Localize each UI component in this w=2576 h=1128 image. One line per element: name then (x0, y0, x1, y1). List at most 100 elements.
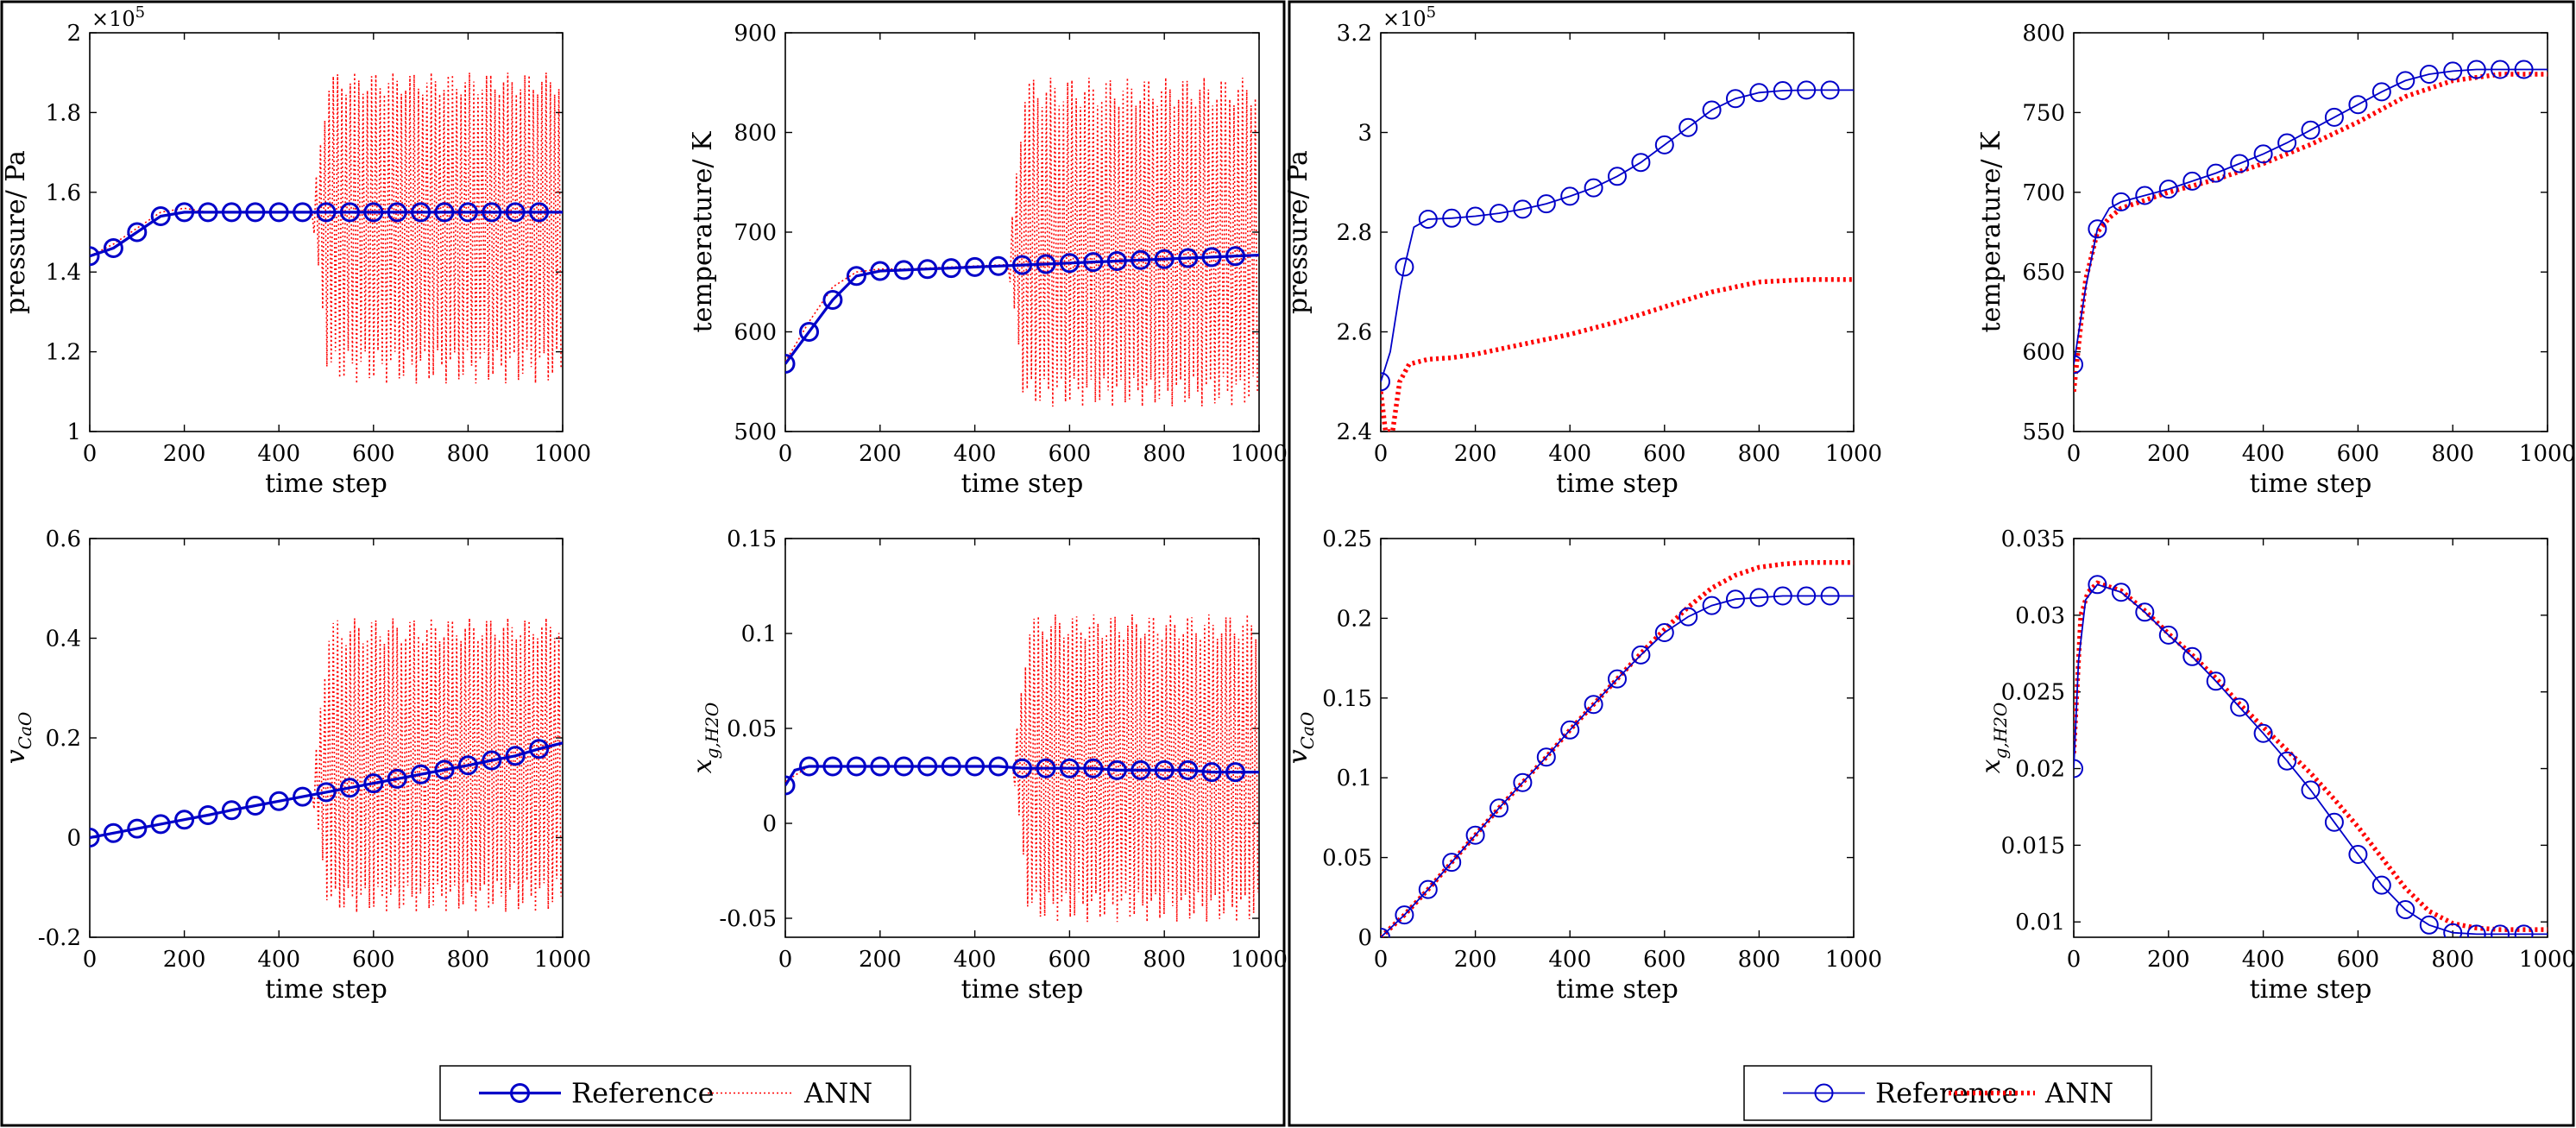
reference-marker (1654, 623, 1674, 642)
reference-marker (457, 202, 478, 223)
y-tick-label: 0.01 (2015, 910, 2065, 936)
x-tick-label: 600 (2337, 947, 2380, 973)
reference-marker (1418, 210, 1438, 229)
legend-reference-label: Reference (571, 1077, 715, 1110)
reference-marker (505, 746, 526, 766)
x-tick-label: 600 (1643, 441, 1686, 467)
x-tick-label: 800 (447, 947, 490, 973)
reference-marker (822, 290, 843, 310)
reference-marker (1773, 81, 1792, 100)
reference-marker (1608, 669, 1627, 689)
reference-marker (1773, 586, 1792, 606)
reference-marker (2514, 924, 2534, 937)
reference-marker (941, 756, 961, 777)
reference-marker (2371, 82, 2391, 102)
y-axis-label-group: xg,H2O (688, 703, 722, 774)
reference-marker (411, 202, 431, 223)
y-tick-label: 800 (734, 121, 777, 147)
y-tick-label: 600 (2022, 340, 2065, 366)
reference-marker (1490, 798, 1508, 818)
reference-marker (2443, 923, 2463, 937)
reference-marker (2111, 583, 2131, 602)
reference-marker (505, 202, 526, 223)
x-tick-label: 0 (83, 947, 98, 973)
x-axis-label: time step (1556, 469, 1678, 499)
x-tick-label: 1000 (1825, 441, 1882, 467)
plot-area (1381, 80, 1854, 432)
legends: Reference ANN Reference ANN (439, 1065, 2152, 1121)
y-axis-label-group: pressure/ Pa (1283, 150, 1313, 314)
reference-marker (1631, 153, 1651, 173)
y-axis-label: xg,H2O (688, 703, 722, 774)
x-axis-label: time step (265, 974, 387, 1005)
y-tick-label: 0 (762, 811, 777, 837)
y-tick-label: 0.6 (46, 526, 81, 552)
reference-marker (1012, 758, 1032, 778)
reference-marker (174, 202, 195, 223)
reference-marker (198, 202, 218, 223)
reference-marker (1178, 248, 1199, 268)
reference-marker (2088, 575, 2107, 595)
reference-marker (150, 206, 171, 226)
subplot-5: 0 200 400 600 800 1000 2.4 2.6 2.8 3 3.2 time step p… (1283, 3, 1882, 499)
y-axis-label: vCaO (1283, 712, 1318, 765)
reference-marker (2348, 95, 2368, 115)
y-tick-label: 500 (734, 419, 777, 445)
reference-marker (363, 773, 384, 794)
x-tick-label: 200 (163, 441, 206, 467)
reference-marker (2111, 192, 2131, 211)
x-tick-label: 0 (2067, 441, 2082, 467)
reference-marker (2348, 845, 2368, 864)
axes-box (784, 538, 1260, 938)
legend-ann-label: ANN (2044, 1077, 2113, 1110)
reference-marker (1726, 89, 1745, 109)
x-tick-label: 800 (1143, 947, 1186, 973)
y-tick-label: 1 (66, 419, 81, 445)
reference-marker (103, 822, 123, 843)
plot-area (90, 618, 563, 913)
y-axis-label-group: temperature/ K (1976, 131, 2006, 333)
legend-reference-marker (1814, 1083, 1834, 1103)
y-axis-label: temperature/ K (1976, 131, 2006, 333)
y-axis-label-subscript: g,H2O (702, 703, 722, 759)
y-axis-label-group: vCaO (1283, 712, 1318, 765)
x-axis-label: time step (961, 469, 1084, 499)
reference-marker (1702, 596, 1722, 615)
reference-marker (917, 259, 938, 280)
reference-marker (2419, 65, 2439, 84)
axes-box (2073, 32, 2548, 432)
reference-marker (482, 202, 502, 223)
reference-marker (1584, 695, 1603, 715)
ann-series-line (785, 77, 1258, 407)
reference-marker (870, 261, 891, 281)
plot-area (90, 72, 563, 384)
reference-marker (2158, 180, 2178, 199)
x-tick-label: 400 (1548, 947, 1591, 973)
reference-marker (1106, 759, 1127, 780)
reference-marker (965, 756, 986, 777)
x-tick-label: 800 (1143, 441, 1186, 467)
reference-marker (2206, 671, 2226, 691)
x-tick-label: 600 (352, 441, 395, 467)
x-tick-label: 200 (1454, 441, 1497, 467)
reference-marker (268, 202, 289, 223)
y-tick-label: 2 (66, 21, 81, 47)
y-tick-label: 2.8 (1337, 220, 1372, 246)
x-tick-label: 200 (1454, 947, 1497, 973)
reference-marker (1536, 194, 1556, 214)
y-tick-label: 0.05 (1322, 846, 1372, 872)
y-axis-label-base: v (1, 749, 31, 764)
reference-marker (785, 354, 796, 374)
y-axis-label-group: pressure/ Pa (1, 150, 31, 314)
y-axis-label-subscript: CaO (15, 712, 35, 750)
x-tick-label: 200 (859, 947, 902, 973)
reference-marker (1225, 246, 1245, 267)
subplot-7: 0 200 400 600 800 1000 0 0.05 0.1 0.15 0.2 0.25 time… (1283, 526, 1882, 1005)
reference-marker (2230, 697, 2250, 717)
reference-marker (988, 255, 1009, 276)
reference-series-line (785, 765, 1259, 786)
reference-marker (2088, 219, 2107, 239)
reference-marker (529, 202, 550, 223)
